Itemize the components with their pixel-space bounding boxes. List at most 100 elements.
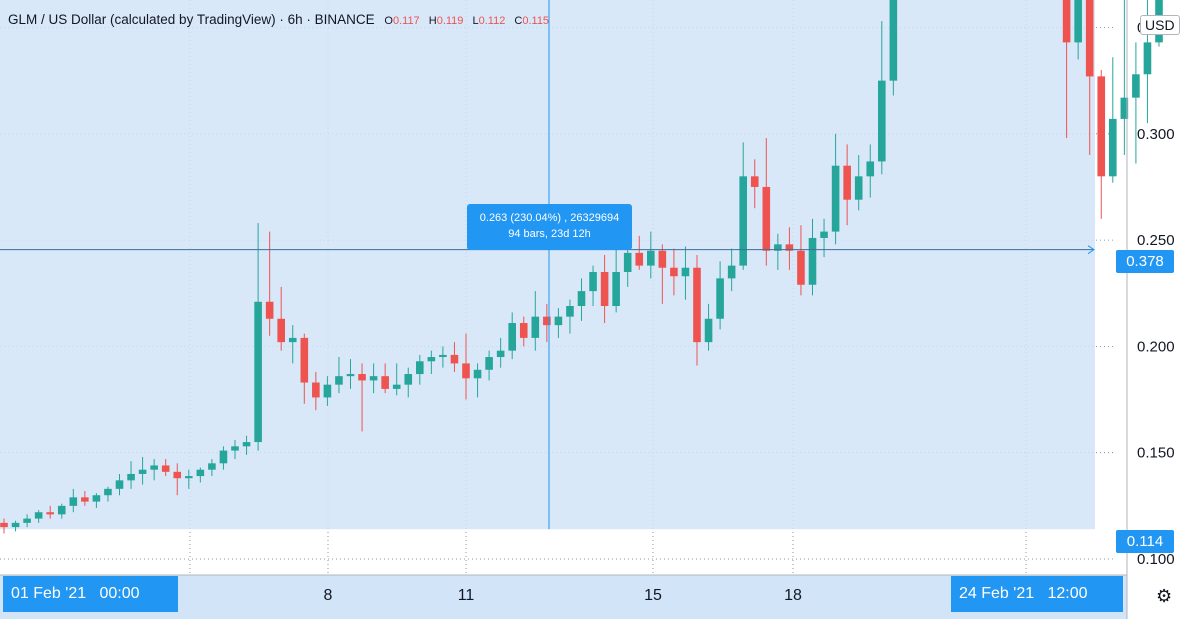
symbol-title: GLM / US Dollar (calculated by TradingVi…	[8, 12, 375, 27]
candle-body	[600, 271, 609, 307]
candle-body	[496, 350, 505, 358]
candle-body	[277, 318, 285, 343]
candle-body	[543, 316, 551, 326]
candle-body	[785, 244, 794, 251]
candle-body	[750, 176, 759, 187]
currency-badge[interactable]: USD	[1140, 15, 1180, 35]
candle-body	[115, 480, 124, 489]
gear-icon[interactable]: ⚙	[1156, 586, 1173, 606]
measure-change-text: 0.263 (230.04%) , 26329694	[479, 212, 620, 224]
open-value: 0.117	[392, 15, 420, 27]
candle-body	[335, 376, 343, 385]
candle-body	[138, 469, 147, 474]
candle-body	[739, 176, 747, 266]
measure-bars-text: 94 bars, 23d 12h	[508, 228, 591, 240]
candle-body	[34, 512, 43, 519]
candle-body	[439, 354, 447, 358]
candle-body	[254, 301, 262, 443]
candle-body	[820, 231, 828, 238]
time-tick-label: 11	[458, 587, 475, 604]
candle-body	[323, 384, 332, 398]
candle-body	[658, 250, 667, 268]
price-tag-high: 0.378	[1116, 250, 1174, 273]
candle-body	[1120, 97, 1129, 119]
candle-body	[196, 469, 205, 477]
time-tag-start: 01 Feb '21 00:00	[3, 576, 178, 612]
candle-body	[150, 465, 158, 470]
candle-body	[485, 357, 493, 370]
close-value: 0.115	[522, 15, 550, 27]
price-tag-low: 0.114	[1116, 530, 1174, 553]
measure-arrow-head-right	[1087, 245, 1095, 255]
candle-body	[808, 237, 817, 285]
candle-body	[81, 497, 89, 502]
candle-body	[46, 512, 54, 515]
candle-body	[612, 271, 620, 307]
candle-body	[92, 495, 101, 502]
candle-body	[508, 323, 516, 351]
candle-body	[647, 250, 655, 266]
candle-body	[797, 250, 805, 285]
time-tag-end: 24 Feb '21 12:00	[951, 576, 1123, 612]
candle-body	[104, 488, 112, 496]
candle-body	[1074, 0, 1082, 43]
candle-body	[208, 463, 216, 470]
candle-body	[889, 0, 898, 81]
candle-body	[693, 267, 701, 343]
candle-body	[716, 278, 724, 319]
candle-body	[23, 518, 31, 523]
candle-body	[1062, 0, 1071, 43]
candle-body	[843, 165, 851, 200]
high-value: 0.119	[436, 15, 464, 27]
candle-body	[670, 267, 678, 277]
candle-body	[681, 267, 690, 277]
candle-body	[531, 316, 540, 338]
close-key: C	[514, 15, 523, 27]
candle-body	[462, 363, 470, 379]
candle-body	[577, 291, 586, 307]
time-tick-label: 15	[644, 587, 662, 604]
candle-body	[866, 161, 875, 177]
candle-body	[1109, 118, 1117, 177]
candle-body	[288, 337, 297, 343]
candle-body	[450, 354, 459, 364]
candle-body	[11, 522, 20, 528]
measure-range-highlight	[0, 0, 1095, 530]
candle-body	[219, 450, 228, 464]
candle-body	[589, 271, 597, 292]
price-tick-label: 0.200	[1137, 338, 1175, 355]
low-key: L	[472, 15, 479, 27]
candle-body	[369, 376, 378, 381]
low-value: 0.112	[478, 15, 506, 27]
candle-body	[358, 374, 366, 381]
candle-body	[416, 361, 424, 375]
candle-body	[0, 522, 8, 528]
candle-body	[554, 316, 563, 326]
candle-body	[1097, 76, 1106, 177]
ohlc-values: O0.117 H0.119 L0.112 C0.115	[384, 15, 555, 27]
candle-body	[727, 265, 736, 279]
candle-body	[265, 301, 274, 319]
candles	[0, 0, 1163, 534]
price-tick-label: 0.100	[1137, 551, 1175, 568]
time-axis-labels[interactable]: 8 11 15 18	[324, 587, 802, 604]
candle-body	[831, 165, 840, 232]
candle-body	[1143, 42, 1152, 75]
candle-body	[1085, 0, 1094, 77]
candle-body	[854, 176, 863, 200]
price-tick-label: 0.250	[1137, 232, 1175, 249]
candle-body	[623, 252, 632, 272]
candle-body	[173, 471, 182, 479]
measure-tooltip: 0.263 (230.04%) , 26329694 94 bars, 23d …	[467, 204, 632, 250]
candle-body	[161, 465, 170, 472]
candle-body	[878, 80, 886, 162]
candle-body	[312, 382, 320, 398]
candle-body	[346, 374, 355, 377]
candle-body	[300, 337, 309, 383]
candle-body	[242, 442, 251, 447]
candle-body	[127, 473, 135, 481]
open-key: O	[384, 15, 393, 27]
price-axis-labels[interactable]: 0.1000.1500.2000.2500.3000.3500.4000.450…	[1137, 0, 1175, 569]
candle-body	[404, 374, 413, 385]
